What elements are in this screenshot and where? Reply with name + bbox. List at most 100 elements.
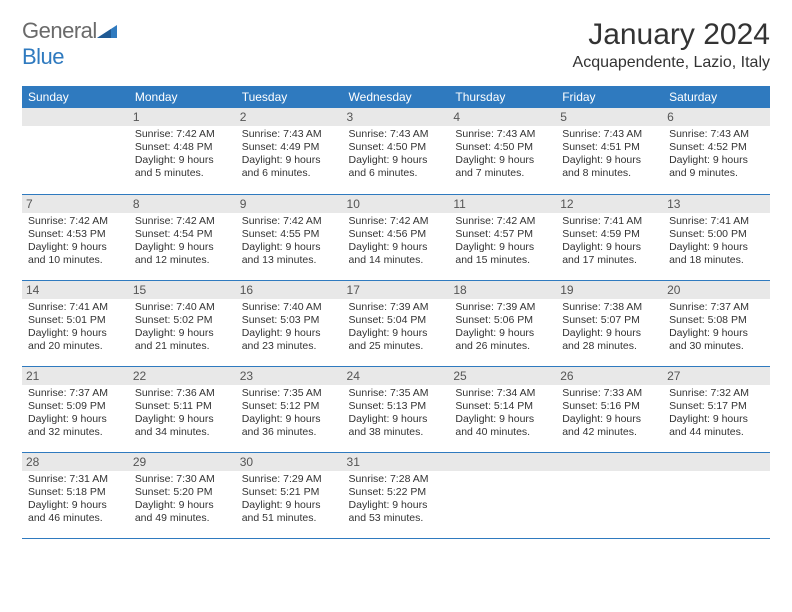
sunset-text: Sunset: 5:09 PM	[28, 400, 123, 413]
daylight-text-1: Daylight: 9 hours	[28, 241, 123, 254]
day-info: Sunrise: 7:28 AMSunset: 5:22 PMDaylight:…	[349, 473, 444, 526]
day-info: Sunrise: 7:39 AMSunset: 5:04 PMDaylight:…	[349, 301, 444, 354]
day-number: 27	[663, 367, 770, 385]
day-number: 15	[129, 281, 236, 299]
calendar-cell: 21 Sunrise: 7:37 AMSunset: 5:09 PMDayligh…	[22, 366, 129, 452]
daylight-text-2: and 9 minutes.	[669, 167, 764, 180]
daylight-text-1: Daylight: 9 hours	[562, 327, 657, 340]
daylight-text-1: Daylight: 9 hours	[135, 327, 230, 340]
day-number: 9	[236, 195, 343, 213]
daylight-text-1: Daylight: 9 hours	[242, 154, 337, 167]
calendar-cell: .	[663, 452, 770, 538]
sunset-text: Sunset: 5:04 PM	[349, 314, 444, 327]
logo-triangle-icon	[97, 18, 117, 44]
location: Acquapendente, Lazio, Italy	[573, 54, 770, 72]
day-header: Sunday	[22, 86, 129, 108]
day-number: 21	[22, 367, 129, 385]
calendar-cell: 17Sunrise: 7:39 AMSunset: 5:04 PMDayligh…	[343, 280, 450, 366]
calendar-cell: .	[22, 108, 129, 194]
daylight-text-1: Daylight: 9 hours	[455, 154, 550, 167]
daylight-text-2: and 17 minutes.	[562, 254, 657, 267]
day-number: 5	[556, 108, 663, 126]
calendar-cell: 27Sunrise: 7:32 AMSunset: 5:17 PMDayligh…	[663, 366, 770, 452]
sunrise-text: Sunrise: 7:35 AM	[242, 387, 337, 400]
sunrise-text: Sunrise: 7:43 AM	[562, 128, 657, 141]
calendar-cell: 18Sunrise: 7:39 AMSunset: 5:06 PMDayligh…	[449, 280, 556, 366]
sunset-text: Sunset: 5:12 PM	[242, 400, 337, 413]
day-info: Sunrise: 7:42 AMSunset: 4:56 PMDaylight:…	[349, 215, 444, 268]
calendar-cell: 22Sunrise: 7:36 AMSunset: 5:11 PMDayligh…	[129, 366, 236, 452]
calendar-cell: 12Sunrise: 7:41 AMSunset: 4:59 PMDayligh…	[556, 194, 663, 280]
sunrise-text: Sunrise: 7:38 AM	[562, 301, 657, 314]
daylight-text-1: Daylight: 9 hours	[28, 327, 123, 340]
calendar-cell: 2Sunrise: 7:43 AMSunset: 4:49 PMDaylight…	[236, 108, 343, 194]
calendar-week-row: 28Sunrise: 7:31 AMSunset: 5:18 PMDayligh…	[22, 452, 770, 538]
sunset-text: Sunset: 5:16 PM	[562, 400, 657, 413]
daylight-text-1: Daylight: 9 hours	[349, 327, 444, 340]
day-number: 20	[663, 281, 770, 299]
logo-text-second: Blue	[22, 44, 64, 69]
day-header-row: Sunday Monday Tuesday Wednesday Thursday…	[22, 86, 770, 108]
sunrise-text: Sunrise: 7:29 AM	[242, 473, 337, 486]
sunset-text: Sunset: 5:13 PM	[349, 400, 444, 413]
day-number: 24	[343, 367, 450, 385]
daylight-text-1: Daylight: 9 hours	[135, 241, 230, 254]
day-info: Sunrise: 7:34 AMSunset: 5:14 PMDaylight:…	[455, 387, 550, 440]
day-number: 2	[236, 108, 343, 126]
daylight-text-2: and 42 minutes.	[562, 426, 657, 439]
calendar-cell: 6Sunrise: 7:43 AMSunset: 4:52 PMDaylight…	[663, 108, 770, 194]
daylight-text-2: and 36 minutes.	[242, 426, 337, 439]
daylight-text-1: Daylight: 9 hours	[562, 241, 657, 254]
day-info: Sunrise: 7:31 AMSunset: 5:18 PMDaylight:…	[28, 473, 123, 526]
day-number: 7	[22, 195, 129, 213]
sunrise-text: Sunrise: 7:42 AM	[135, 215, 230, 228]
daylight-text-2: and 20 minutes.	[28, 340, 123, 353]
day-number: 10	[343, 195, 450, 213]
daylight-text-2: and 38 minutes.	[349, 426, 444, 439]
sunset-text: Sunset: 5:21 PM	[242, 486, 337, 499]
day-number: 30	[236, 453, 343, 471]
daylight-text-1: Daylight: 9 hours	[135, 413, 230, 426]
daylight-text-2: and 6 minutes.	[349, 167, 444, 180]
calendar-cell: 10 Sunrise: 7:42 AMSunset: 4:56 PMDayligh…	[343, 194, 450, 280]
sunrise-text: Sunrise: 7:32 AM	[669, 387, 764, 400]
day-info: Sunrise: 7:38 AMSunset: 5:07 PMDaylight:…	[562, 301, 657, 354]
day-header: Wednesday	[343, 86, 450, 108]
calendar-cell: 30Sunrise: 7:29 AMSunset: 5:21 PMDayligh…	[236, 452, 343, 538]
calendar-cell: 8Sunrise: 7:42 AMSunset: 4:54 PMDaylight…	[129, 194, 236, 280]
day-info: Sunrise: 7:33 AMSunset: 5:16 PMDaylight:…	[562, 387, 657, 440]
day-info: Sunrise: 7:37 AMSunset: 5:09 PMDaylight:…	[28, 387, 123, 440]
day-info: Sunrise: 7:37 AMSunset: 5:08 PMDaylight:…	[669, 301, 764, 354]
day-number: 16	[236, 281, 343, 299]
calendar-cell: 7Sunrise: 7:42 AMSunset: 4:53 PMDaylight…	[22, 194, 129, 280]
daylight-text-2: and 10 minutes.	[28, 254, 123, 267]
calendar-cell: 25Sunrise: 7:34 AMSunset: 5:14 PMDayligh…	[449, 366, 556, 452]
calendar-cell: 16Sunrise: 7:40 AMSunset: 5:03 PMDayligh…	[236, 280, 343, 366]
daylight-text-1: Daylight: 9 hours	[135, 499, 230, 512]
calendar-cell: 28Sunrise: 7:31 AMSunset: 5:18 PMDayligh…	[22, 452, 129, 538]
sunrise-text: Sunrise: 7:37 AM	[669, 301, 764, 314]
daylight-text-1: Daylight: 9 hours	[455, 327, 550, 340]
daylight-text-2: and 6 minutes.	[242, 167, 337, 180]
title-block: January 2024 Acquapendente, Lazio, Italy	[573, 18, 770, 72]
sunrise-text: Sunrise: 7:40 AM	[135, 301, 230, 314]
daylight-text-1: Daylight: 9 hours	[28, 499, 123, 512]
logo-text: GeneralBlue	[22, 18, 117, 70]
day-number: 29	[129, 453, 236, 471]
day-number: 22	[129, 367, 236, 385]
daylight-text-1: Daylight: 9 hours	[669, 241, 764, 254]
sunset-text: Sunset: 5:17 PM	[669, 400, 764, 413]
calendar-cell: 31Sunrise: 7:28 AMSunset: 5:22 PMDayligh…	[343, 452, 450, 538]
day-info: Sunrise: 7:43 AMSunset: 4:51 PMDaylight:…	[562, 128, 657, 181]
day-header: Monday	[129, 86, 236, 108]
calendar-week-row: 7Sunrise: 7:42 AMSunset: 4:53 PMDaylight…	[22, 194, 770, 280]
sunrise-text: Sunrise: 7:43 AM	[242, 128, 337, 141]
calendar-cell: 5 Sunrise: 7:43 AMSunset: 4:51 PMDaylight…	[556, 108, 663, 194]
daylight-text-2: and 32 minutes.	[28, 426, 123, 439]
daylight-text-1: Daylight: 9 hours	[349, 413, 444, 426]
daylight-text-1: Daylight: 9 hours	[562, 154, 657, 167]
day-info: Sunrise: 7:43 AMSunset: 4:50 PMDaylight:…	[349, 128, 444, 181]
month-title: January 2024	[573, 18, 770, 52]
sunset-text: Sunset: 5:22 PM	[349, 486, 444, 499]
sunrise-text: Sunrise: 7:30 AM	[135, 473, 230, 486]
